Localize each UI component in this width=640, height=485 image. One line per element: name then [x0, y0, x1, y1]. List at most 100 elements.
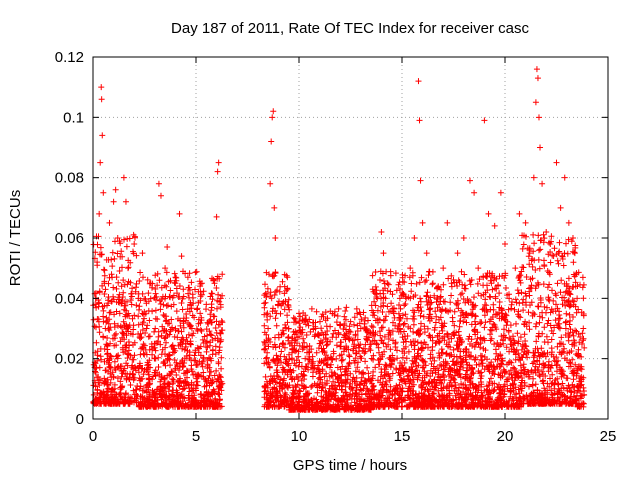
data-point [471, 189, 478, 196]
data-point [164, 244, 171, 251]
data-point [270, 108, 277, 115]
x-tick-label: 5 [192, 428, 200, 445]
data-point [411, 235, 418, 241]
data-point [416, 117, 423, 124]
x-tick-label: 25 [600, 428, 617, 445]
data-point [120, 174, 127, 181]
data-point [491, 222, 498, 229]
data-point [268, 138, 275, 145]
data-point [157, 192, 164, 199]
data-point [407, 265, 414, 272]
y-tick-label: 0.02 [55, 351, 84, 368]
data-point [532, 99, 539, 106]
data-point [122, 198, 129, 205]
data-point [512, 265, 519, 272]
y-axis-label: ROTI / TECUs [7, 190, 24, 286]
data-point [466, 177, 473, 184]
data-point [530, 174, 537, 181]
data-point [522, 219, 529, 226]
data-point [553, 159, 560, 166]
dense-point-cloud [90, 231, 588, 413]
axis-ticks [92, 56, 609, 420]
data-point [557, 204, 564, 211]
data-point [114, 235, 121, 241]
data-point [565, 219, 572, 226]
data-point [343, 304, 350, 311]
data-point [100, 189, 107, 196]
x-tick-label: 20 [497, 428, 514, 445]
data-point [419, 219, 426, 226]
data-points [90, 66, 588, 413]
data-point [168, 316, 175, 323]
data-point [131, 241, 138, 248]
x-tick-label: 15 [394, 428, 411, 445]
chart-title: Day 187 of 2011, Rate Of TEC Index for r… [171, 20, 529, 37]
data-point [214, 168, 221, 175]
y-tick-label: 0.04 [55, 290, 84, 307]
data-point [440, 265, 447, 272]
x-tick-label: 10 [291, 428, 308, 445]
data-point [574, 295, 581, 302]
data-point [139, 250, 146, 257]
data-point [380, 250, 387, 257]
data-point [497, 189, 504, 196]
data-point [454, 250, 461, 257]
data-point [110, 198, 117, 205]
data-point [417, 177, 424, 184]
data-point [98, 96, 105, 103]
data-point [475, 265, 482, 272]
data-point [176, 210, 183, 217]
data-point [569, 235, 576, 241]
x-axis-label: GPS time / hours [293, 457, 407, 474]
data-point [460, 235, 467, 241]
data-point [269, 114, 276, 121]
grid [93, 57, 608, 419]
data-point [162, 265, 169, 272]
data-point [272, 235, 279, 241]
data-point [533, 66, 540, 73]
data-point [580, 325, 587, 332]
data-point [502, 241, 508, 248]
y-tick-label: 0.08 [55, 170, 84, 187]
data-point [178, 253, 185, 260]
data-point [349, 337, 356, 344]
data-point [444, 219, 451, 226]
data-point [263, 355, 270, 362]
data-point [197, 310, 204, 317]
dense-points [90, 231, 588, 413]
data-point [271, 204, 278, 211]
data-point [143, 325, 150, 332]
data-point [535, 114, 542, 121]
data-point [207, 331, 214, 338]
data-point [423, 250, 430, 257]
y-tick-label: 0.12 [55, 49, 84, 66]
y-tick-labels: 0 0.02 0.04 0.06 0.08 0.1 0.12 [55, 49, 84, 428]
data-point [516, 210, 523, 217]
x-tick-label: 0 [89, 428, 97, 445]
data-point [429, 280, 436, 287]
data-point [539, 180, 546, 187]
data-point [481, 117, 488, 124]
data-point [155, 180, 162, 187]
y-tick-label: 0.1 [63, 109, 84, 126]
data-point [267, 180, 274, 187]
data-point [116, 310, 123, 317]
data-point [378, 228, 385, 235]
data-point [537, 144, 544, 151]
data-point [215, 159, 222, 166]
data-point [217, 295, 224, 302]
data-point [213, 213, 220, 220]
x-tick-labels: 0 5 10 15 20 25 [89, 428, 617, 445]
data-point [279, 340, 286, 347]
data-point [97, 159, 104, 166]
data-point [543, 228, 550, 235]
data-point [534, 75, 541, 82]
data-point [485, 210, 492, 217]
data-point [99, 132, 106, 139]
data-point [265, 325, 272, 332]
data-point [96, 210, 103, 217]
y-tick-label: 0 [76, 411, 84, 428]
data-point [108, 271, 115, 278]
